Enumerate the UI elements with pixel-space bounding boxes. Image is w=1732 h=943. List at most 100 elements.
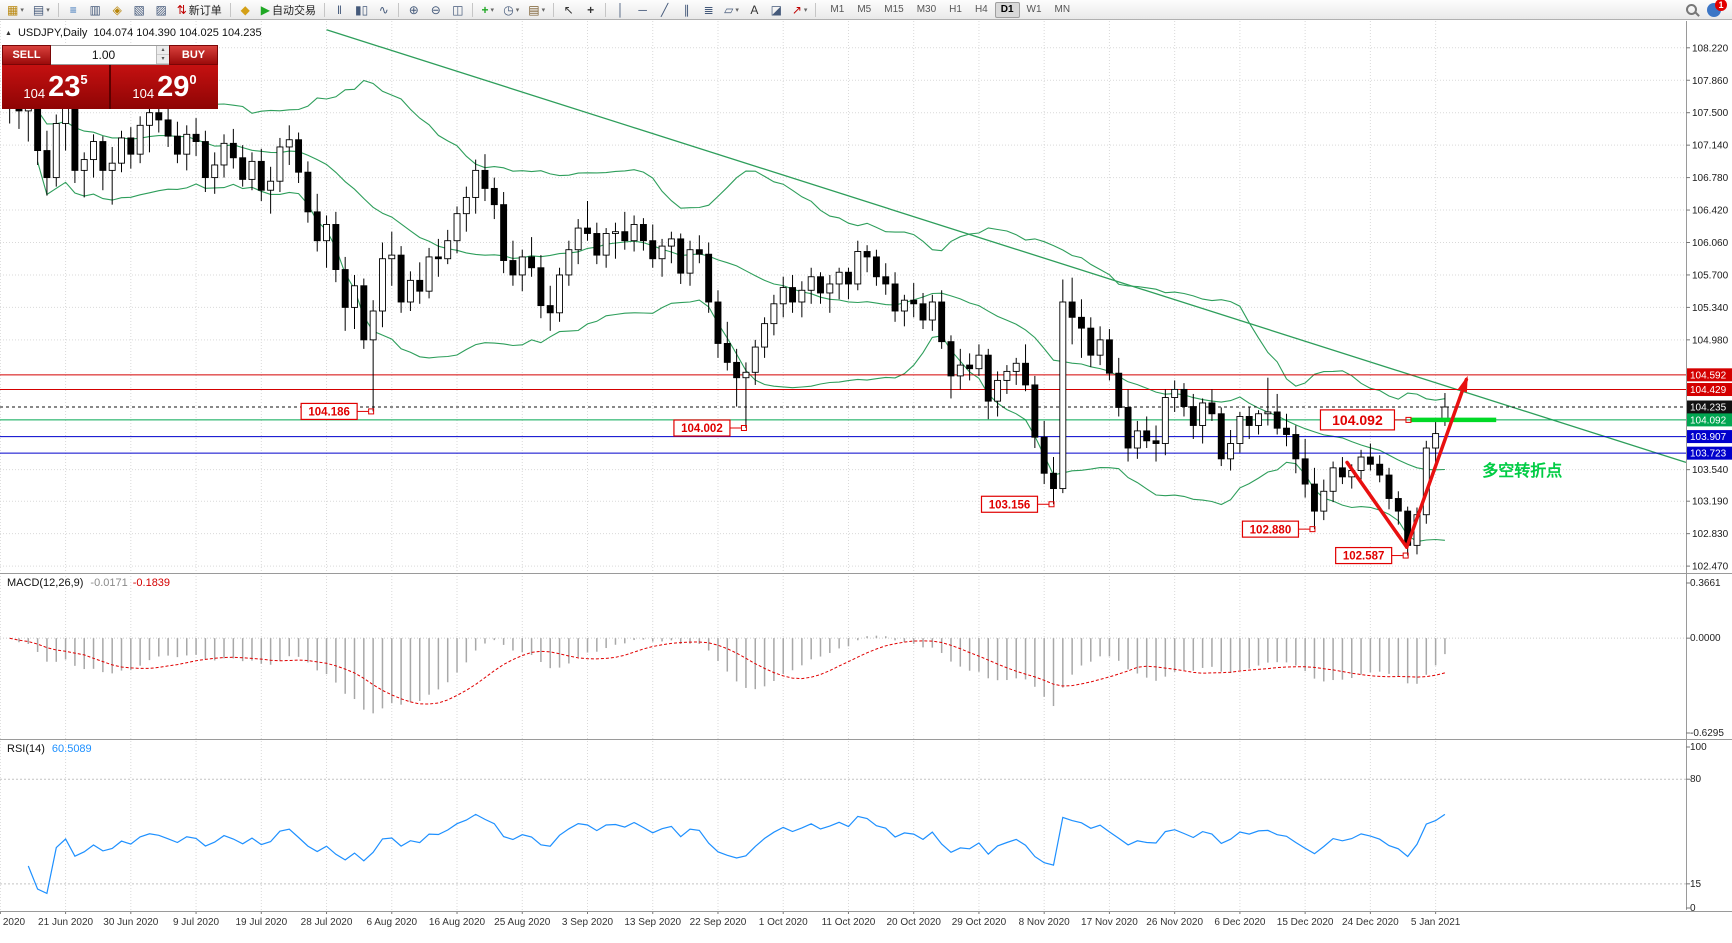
candle [546,285,554,331]
timeframe-mn[interactable]: MN [1049,2,1077,18]
market-watch-icon[interactable]: ≡ [63,1,84,19]
bars-chart-icon[interactable]: ‖ [329,1,350,19]
indicators-icon[interactable]: + ▾ [477,1,498,19]
candle [416,262,424,304]
volume-input[interactable] [51,46,156,64]
trendline-icon[interactable]: ╱ [654,1,675,19]
candle [388,231,396,286]
arrow-objects-icon[interactable]: ↗ ▾ [788,1,812,19]
templates-icon[interactable]: ▤ ▾ [524,1,549,19]
candle-body [1366,456,1374,465]
price-tick-label: 105.700 [1692,270,1729,281]
notification-icon[interactable]: 1 [1707,0,1727,17]
candle-body [453,213,461,242]
volume-up-button[interactable]: ▴ [157,46,169,55]
price-tick-label: 103.190 [1692,497,1729,508]
candle [425,247,433,299]
text-icon[interactable]: A [744,1,765,19]
main-toolbar: ▦ ▾ ▤ ▾ ≡ ▥ ◈ ▧ ▨ ⇅ 新订单 ◆ ▶ 自动交易 ‖ ▮▯ ∿ ⊕ ⊖ ◫ + ▾ ◷ ▾ ▤ ▾ ↖ + │ ─ ╱ ∥ ≣ ▱… [0,0,1732,20]
candle-body [369,310,377,341]
timeframe-m30[interactable]: M30 [911,2,942,18]
vertical-line-icon: │ [616,2,625,17]
price-annotation[interactable]: 102.880 [1241,520,1316,538]
label-icon[interactable]: ◪ [766,1,787,19]
candle [323,215,330,268]
price-annotation[interactable]: 104.092 [1319,409,1412,431]
new-chart-icon[interactable]: ▦ ▾ [3,1,28,19]
fibonacci-icon[interactable]: ≣ [698,1,719,19]
descending-trendline[interactable] [326,29,1687,464]
candle-body [127,137,135,155]
price-line-scale-text: 104.092 [1690,415,1727,426]
buy-price-display[interactable]: 104 29 0 [111,65,218,109]
candle [686,240,694,286]
candle-body [43,150,51,179]
macd-indicator-label: MACD(12,26,9) -0.0171 -0.1839 [7,577,171,589]
timeframe-h1[interactable]: H1 [943,2,968,18]
red-arrow-line[interactable] [1345,460,1409,549]
sell-price-display[interactable]: 104 23 5 [2,65,109,109]
candle-body [332,224,340,270]
price-annotation[interactable]: 104.002 [673,419,747,437]
date-label: 16 Aug 2020 [429,917,486,928]
shapes-icon: ▱ [724,2,734,17]
terminal-icon[interactable]: ▧ [129,1,150,19]
price-scale[interactable]: 108.220 107.860 107.500 107.140 106.780 106.4… [1686,43,1732,573]
candle-body [108,162,116,171]
candle-body [1050,472,1057,490]
data-window-icon[interactable]: ▥ [85,1,106,19]
price-annotation[interactable]: 103.156 [980,495,1055,513]
periods-icon[interactable]: ◷ ▾ [499,1,523,19]
search-icon[interactable] [1686,4,1697,15]
timeframe-h4[interactable]: H4 [969,2,994,18]
candle-body [714,301,722,344]
horizontal-line-icon[interactable]: ─ [632,1,653,19]
strategy-tester-icon[interactable]: ▨ [151,1,172,19]
equidistant-channel-icon[interactable]: ∥ [676,1,697,19]
candle-body [1031,384,1039,438]
red-arrow-line[interactable] [1404,377,1469,549]
timeframe-m1[interactable]: M1 [824,2,850,18]
timeframe-w1[interactable]: W1 [1021,2,1048,18]
candle-body [1161,397,1169,444]
price-annotation[interactable]: 104.186 [300,402,375,421]
sell-button[interactable]: SELL [2,45,51,65]
equidistant-channel-icon: ∥ [683,2,690,17]
candle [1096,326,1104,366]
candlestick-chart-icon[interactable]: ▮▯ [351,1,372,19]
timeframe-m15[interactable]: M15 [878,2,909,18]
price-annotation[interactable]: 102.587 [1335,546,1409,565]
date-label: 1 Oct 2020 [759,917,808,928]
volume-down-button[interactable]: ▾ [157,55,169,64]
timeframe-m5[interactable]: M5 [851,2,877,18]
candle [621,211,629,250]
candle [872,249,880,286]
autotrade-button[interactable]: ▶ 自动交易 [257,1,320,19]
profiles-icon[interactable]: ▤ ▾ [29,1,54,19]
timeframe-d1[interactable]: D1 [994,1,1020,18]
metaeditor-icon[interactable]: ◆ [235,1,256,19]
navigator-icon[interactable]: ◈ [107,1,128,19]
candle-body [462,196,470,215]
candle [1301,439,1309,498]
cursor-icon[interactable]: ↖ [558,1,579,19]
shapes-icon[interactable]: ▱ ▾ [720,1,743,19]
candle-body [695,249,703,255]
candle [1357,449,1365,480]
crosshair-icon[interactable]: + [580,1,601,19]
line-chart-icon[interactable]: ∿ [373,1,394,19]
candle [1133,420,1141,459]
new-order-button[interactable]: ⇅ 新订单 [173,1,226,19]
candle [1105,329,1113,381]
candle [1031,375,1039,449]
buy-button[interactable]: BUY [169,45,218,65]
collapse-panel-icon[interactable]: ▲ [5,29,12,37]
candle-body [733,361,741,379]
tile-windows-icon[interactable]: ◫ [447,1,468,19]
rsi-scale-label: 15 [1690,879,1702,890]
profiles-icon: ▤ [32,2,45,17]
zoom-out-icon[interactable]: ⊖ [425,1,446,19]
vertical-line-icon[interactable]: │ [610,1,631,19]
zoom-in-icon[interactable]: ⊕ [403,1,424,19]
